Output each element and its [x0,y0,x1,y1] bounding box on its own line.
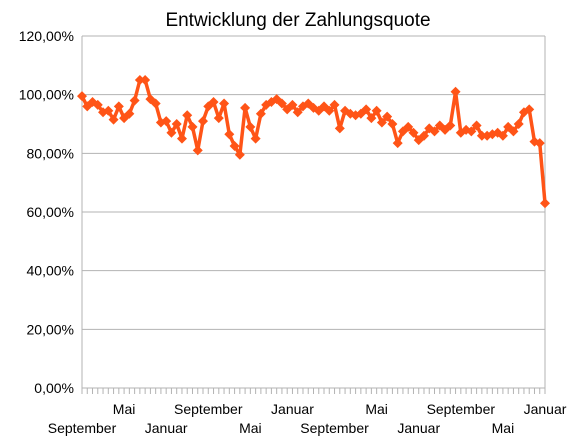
data-point [245,121,256,132]
y-tick-label: 60,00% [27,204,74,220]
data-point [124,108,135,119]
data-point [471,120,482,131]
data-point [292,107,303,118]
data-point [466,126,477,137]
data-point [198,116,209,127]
data-point [219,98,230,109]
data-point [129,95,140,106]
data-point [161,116,172,127]
data-point [150,98,161,109]
data-point [497,130,508,141]
data-point [224,129,235,140]
y-tick-label: 100,00% [19,87,74,103]
data-point [92,99,103,110]
data-point [503,121,514,132]
data-point [450,86,461,97]
data-point [192,145,203,156]
data-point [445,120,456,131]
data-point [103,105,114,116]
x-tick-label: Januar [397,420,440,436]
x-tick-label: Januar [524,401,567,417]
x-tick-label: Mai [492,420,515,436]
data-point [387,119,398,129]
data-point [329,99,340,110]
x-tick-label: September [300,420,369,436]
y-tick-label: 40,00% [27,263,74,279]
y-tick-label: 80,00% [27,145,74,161]
gridlines [81,35,546,394]
data-point [508,126,519,137]
data-point [403,121,414,132]
data-point [240,102,251,113]
data-point [113,101,124,112]
data-point [187,121,198,132]
x-tick-label: September [174,401,243,417]
y-axis-tick-labels: 0,00% 20,00% 40,00% 60,00% 80,00% 100,00% 120,… [19,28,74,396]
data-point [382,111,393,122]
y-tick-label: 20,00% [27,321,74,337]
data-point [234,149,245,160]
data-point [540,198,550,209]
data-point [108,114,119,125]
data-point [392,138,403,149]
data-point [408,127,419,138]
data-point [334,123,345,134]
series-zahlungsquote [77,75,550,209]
data-point [324,105,335,116]
data-point [418,130,429,141]
x-tick-label: Mai [239,420,262,436]
x-tick-label: Mai [113,401,136,417]
data-point [361,104,372,115]
data-point [208,97,219,107]
x-tick-label: September [48,420,117,436]
data-point [140,75,151,85]
data-point [476,130,487,141]
data-point [276,98,287,109]
data-point [229,141,240,151]
data-point [134,75,145,85]
chart-title: Entwicklung der Zahlungsquote [165,10,430,31]
data-point [429,126,440,137]
data-point [371,105,382,116]
data-point [250,133,261,144]
x-tick-label: Januar [271,401,314,417]
data-point [255,108,266,119]
data-point [77,91,87,102]
data-point [366,113,377,124]
data-point [166,127,177,138]
x-tick-label: September [427,401,496,417]
x-axis-tick-labels: September Mai Januar September Mai Januar Sept… [48,401,567,436]
y-tick-label: 0,00% [34,380,74,396]
data-point [513,119,524,129]
y-tick-label: 120,00% [19,28,74,44]
data-point [171,119,182,129]
data-point [176,133,187,144]
data-point [534,138,545,149]
data-point [524,104,535,115]
data-point [213,113,224,124]
data-point [397,126,408,137]
x-tick-label: Mai [365,401,388,417]
data-point [376,117,387,128]
x-tick-label: Januar [145,420,188,436]
data-point [287,99,298,110]
data-point [182,110,193,121]
